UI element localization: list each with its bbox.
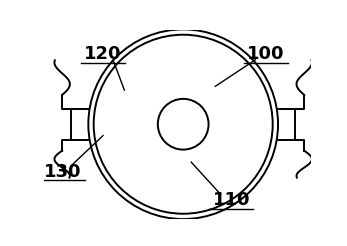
Text: 110: 110 bbox=[212, 191, 250, 209]
Text: 120: 120 bbox=[84, 45, 122, 63]
Text: 100: 100 bbox=[247, 45, 285, 63]
Text: 130: 130 bbox=[44, 163, 82, 181]
